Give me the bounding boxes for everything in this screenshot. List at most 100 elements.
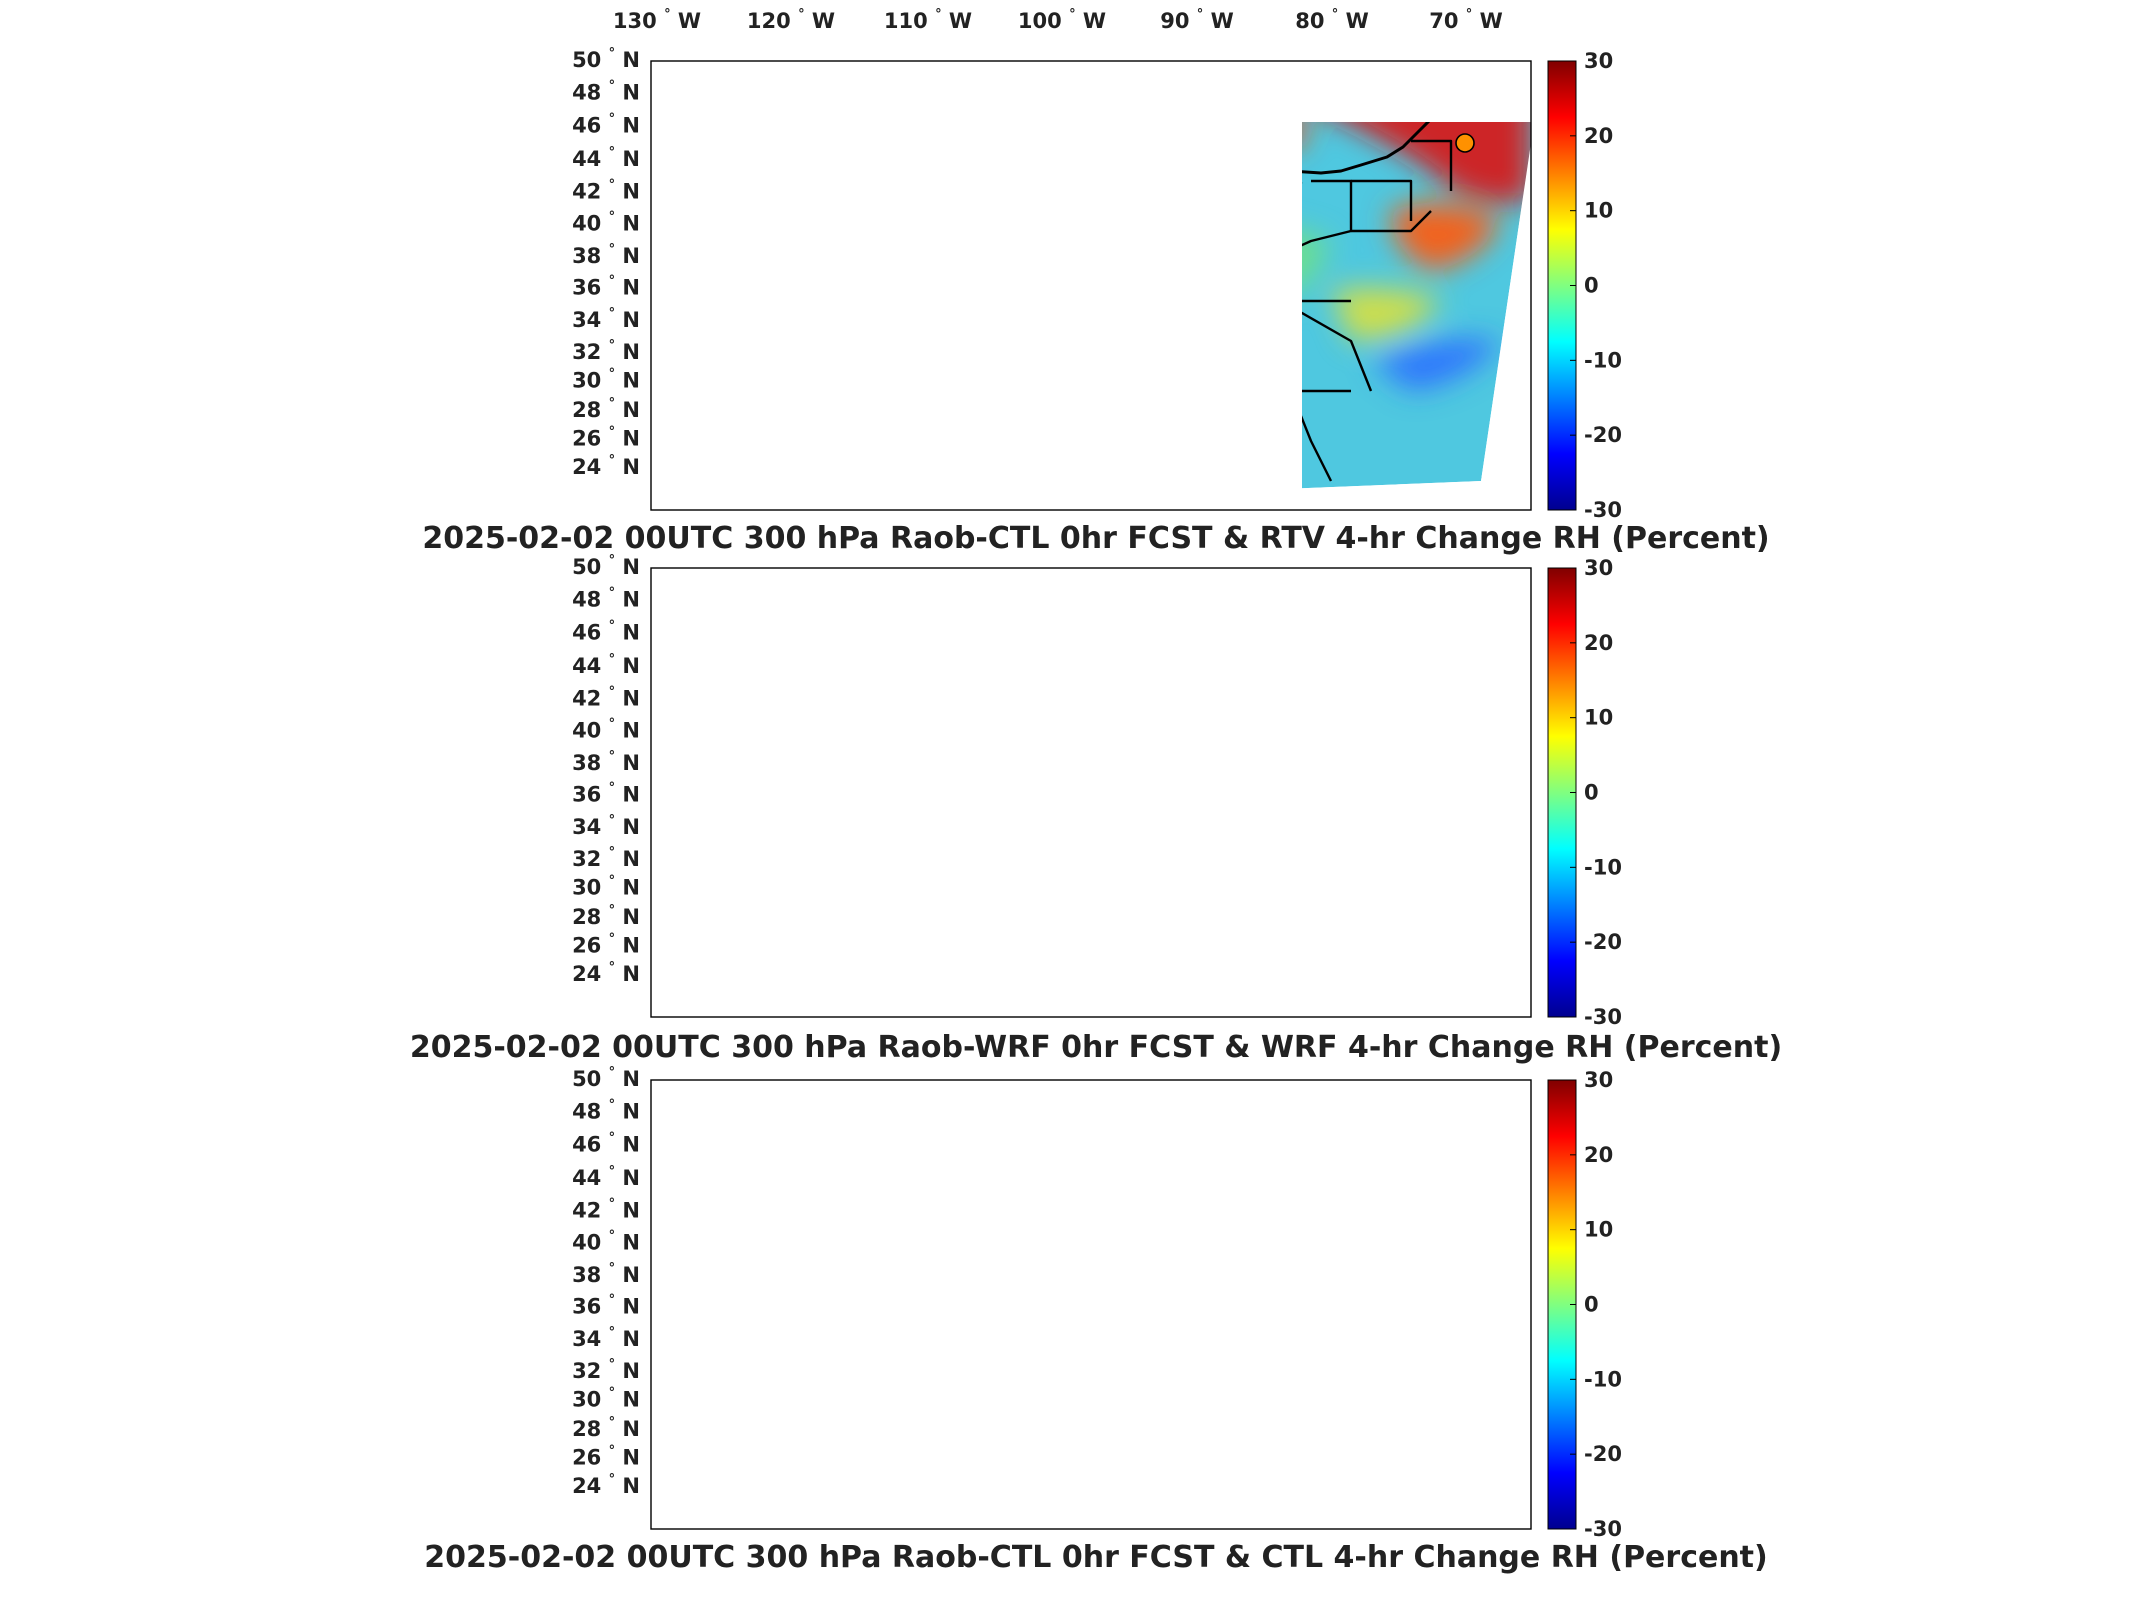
latitude-suffix: N [615,1263,640,1287]
degree-symbol: ° [609,1261,616,1276]
map-frame [650,60,1532,511]
colorbar-tick-label: -10 [1584,855,1622,879]
latitude-suffix: N [615,1067,640,1091]
longitude-axis-labels: 130 ° W 120 ° W 110 ° W 100 ° W 90 ° W 80 ° W… [613,7,1503,33]
degree-symbol: ° [609,453,616,468]
latitude-label: 50 ° N [572,1065,640,1091]
latitude-label: 32 ° N [572,845,640,871]
degree-symbol: ° [609,716,616,731]
latitude-label: 28 ° N [572,903,640,929]
latitude-label: 26 ° N [572,425,640,451]
latitude-suffix: N [615,905,640,929]
latitude-label: 28 ° N [572,1415,640,1441]
latitude-suffix: N [615,80,640,104]
latitude-suffix: N [615,244,640,268]
degree-symbol: ° [609,1357,616,1372]
colorbar-tick-label: 0 [1584,274,1599,298]
latitude-label: 24 ° N [572,453,640,479]
latitude-label: 34 ° N [572,813,640,839]
degree-symbol: ° [1069,7,1076,22]
latitude-suffix: N [615,1295,640,1319]
degree-symbol: ° [609,813,616,828]
longitude-label: 110 ° W [884,7,972,33]
latitude-label: 24 ° N [572,1472,640,1498]
latitude-label: 28 ° N [572,396,640,422]
degree-symbol: ° [609,1325,616,1340]
degree-symbol: ° [609,1065,616,1080]
latitude-suffix: N [615,654,640,678]
colorbar-tick-label: -30 [1584,1517,1622,1541]
field-anomaly [1371,338,1501,391]
map-panel-2: 50 ° N 48 ° N 46 ° N 44 ° N 42 ° N 40 ° N 38 °… [410,553,1782,1065]
degree-symbol: ° [609,46,616,61]
longitude-suffix: W [1076,9,1106,33]
longitude-suffix: W [1472,9,1502,33]
latitude-label: 42 ° N [572,178,640,204]
latitude-suffix: N [615,783,640,807]
map-panel-3: 50 ° N 48 ° N 46 ° N 44 ° N 42 ° N 40 ° N 38 °… [424,1065,1767,1575]
latitude-label: 36 ° N [572,781,640,807]
map-content [1302,122,1531,501]
latitude-suffix: N [615,1474,640,1498]
degree-symbol: ° [664,7,671,22]
longitude-suffix: W [1338,9,1368,33]
latitude-suffix: N [615,1327,640,1351]
map-background [651,1080,1531,1529]
latitude-suffix: N [615,369,640,393]
latitude-suffix: N [615,211,640,235]
colorbar-tick-label: 10 [1584,1218,1613,1242]
degree-symbol: ° [609,1131,616,1146]
state-boundary [1351,210,1432,233]
latitude-suffix: N [615,687,640,711]
map-background [651,568,1531,1017]
latitude-suffix: N [615,427,640,451]
latitude-suffix: N [615,1166,640,1190]
longitude-suffix: W [805,9,835,33]
state-boundary [1302,415,1333,482]
latitude-suffix: N [615,587,640,611]
panel-title: 2025-02-02 00UTC 300 hPa Raob-CTL 0hr FC… [422,521,1769,556]
field-base [1302,122,1531,501]
degree-symbol: ° [609,367,616,382]
colorbar-tick-label: -20 [1584,930,1622,954]
colorbar-tick-label: 10 [1584,199,1613,223]
degree-symbol: ° [609,749,616,764]
latitude-suffix: N [615,1417,640,1441]
degree-symbol: ° [609,619,616,634]
latitude-label: 24 ° N [572,960,640,986]
colorbar-tick-label: -30 [1584,498,1622,522]
colorbar-tick-label: -20 [1584,1442,1622,1466]
latitude-label: 48 ° N [572,585,640,611]
colorbar-tick-label: -20 [1584,423,1622,447]
degree-symbol: ° [1332,7,1339,22]
degree-symbol: ° [609,874,616,889]
colorbar-tick-label: 0 [1584,781,1599,805]
degree-symbol: ° [609,903,616,918]
degree-symbol: ° [609,1228,616,1243]
latitude-suffix: N [615,48,640,72]
latitude-suffix: N [615,1133,640,1157]
degree-symbol: ° [609,1097,616,1112]
colorbar-tick-label: 0 [1584,1293,1599,1317]
latitude-suffix: N [615,1199,640,1223]
map-frame [650,567,1532,1018]
degree-symbol: ° [798,7,805,22]
latitude-label: 40 ° N [572,716,640,742]
latitude-label: 46 ° N [572,112,640,138]
national-border [1302,122,1431,175]
longitude-label: 120 ° W [747,7,835,33]
latitude-suffix: N [615,276,640,300]
degree-symbol: ° [1197,7,1204,22]
latitude-suffix: N [615,114,640,138]
latitude-suffix: N [615,621,640,645]
degree-symbol: ° [609,274,616,289]
longitude-label: 70 ° W [1429,7,1503,33]
map-frame [650,1079,1532,1530]
latitude-suffix: N [615,751,640,775]
degree-symbol: ° [609,242,616,257]
colorbar-tick-label: 20 [1584,124,1613,148]
longitude-suffix: W [942,9,972,33]
latitude-suffix: N [615,308,640,332]
degree-symbol: ° [609,1444,616,1459]
state-boundary [1302,299,1351,303]
